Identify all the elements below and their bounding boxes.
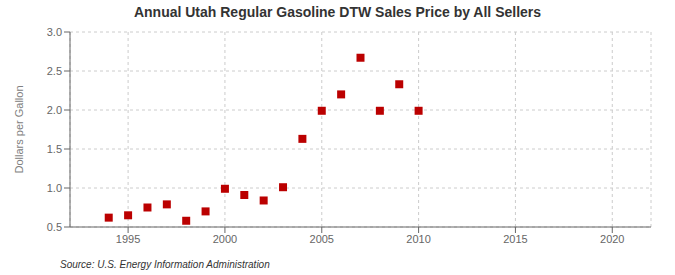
svg-text:1.5: 1.5 — [47, 143, 62, 155]
svg-text:2015: 2015 — [503, 233, 527, 245]
svg-text:2005: 2005 — [310, 233, 334, 245]
svg-text:1995: 1995 — [116, 233, 140, 245]
svg-text:2010: 2010 — [406, 233, 430, 245]
svg-text:Dollars per Gallon: Dollars per Gallon — [13, 85, 25, 173]
svg-text:3.0: 3.0 — [47, 26, 62, 38]
svg-text:0.5: 0.5 — [47, 221, 62, 233]
svg-text:2.5: 2.5 — [47, 65, 62, 77]
svg-text:2.0: 2.0 — [47, 104, 62, 116]
html-text:Source: U.S. Energy Informatio: Source: U.S. Energy Information Administ… — [60, 259, 270, 270]
svg-text:2020: 2020 — [600, 233, 624, 245]
html-text:Annual Utah Regular Gasoline D: Annual Utah Regular Gasoline DTW Sales P… — [133, 4, 542, 20]
svg-text:1.0: 1.0 — [47, 182, 62, 194]
svg-text:2000: 2000 — [213, 233, 237, 245]
